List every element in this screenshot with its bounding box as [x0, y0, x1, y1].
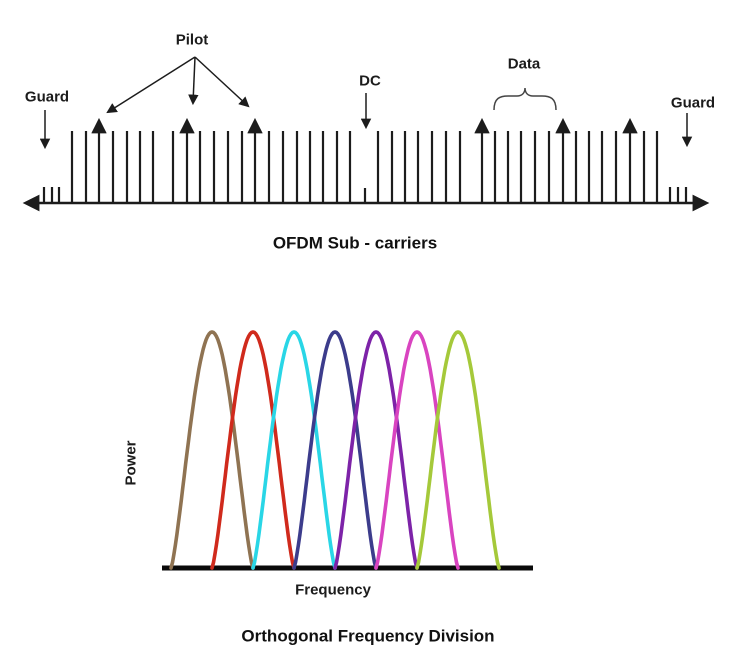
data-group-brace	[493, 87, 557, 111]
dc-label: DC	[359, 72, 381, 90]
spectrum-lobe-6	[374, 330, 460, 570]
spectrum-lobe-2	[210, 330, 296, 570]
spectrum-lobe-7	[415, 330, 501, 570]
data-label: Data	[507, 55, 541, 73]
power-axis-label: Power	[122, 440, 140, 486]
pilot-arrow-middle	[188, 56, 199, 106]
guard-left-label: Guard	[24, 88, 70, 106]
top-diagram-caption: OFDM Sub - carriers	[272, 233, 438, 253]
bottom-diagram-caption: Orthogonal Frequency Division	[241, 626, 495, 646]
pilot-arrow-left	[106, 56, 196, 114]
frequency-axis-label: Frequency	[295, 581, 371, 599]
spectrum-lobe-3	[251, 330, 337, 570]
spectrum-lobe-4	[292, 330, 378, 570]
spectrum-lobe-5	[333, 330, 419, 570]
pilot-label: Pilot	[175, 31, 209, 49]
spectrum-lobe-1	[169, 330, 255, 570]
pilot-arrow-right	[194, 56, 250, 108]
guard-right-label: Guard	[670, 94, 716, 112]
